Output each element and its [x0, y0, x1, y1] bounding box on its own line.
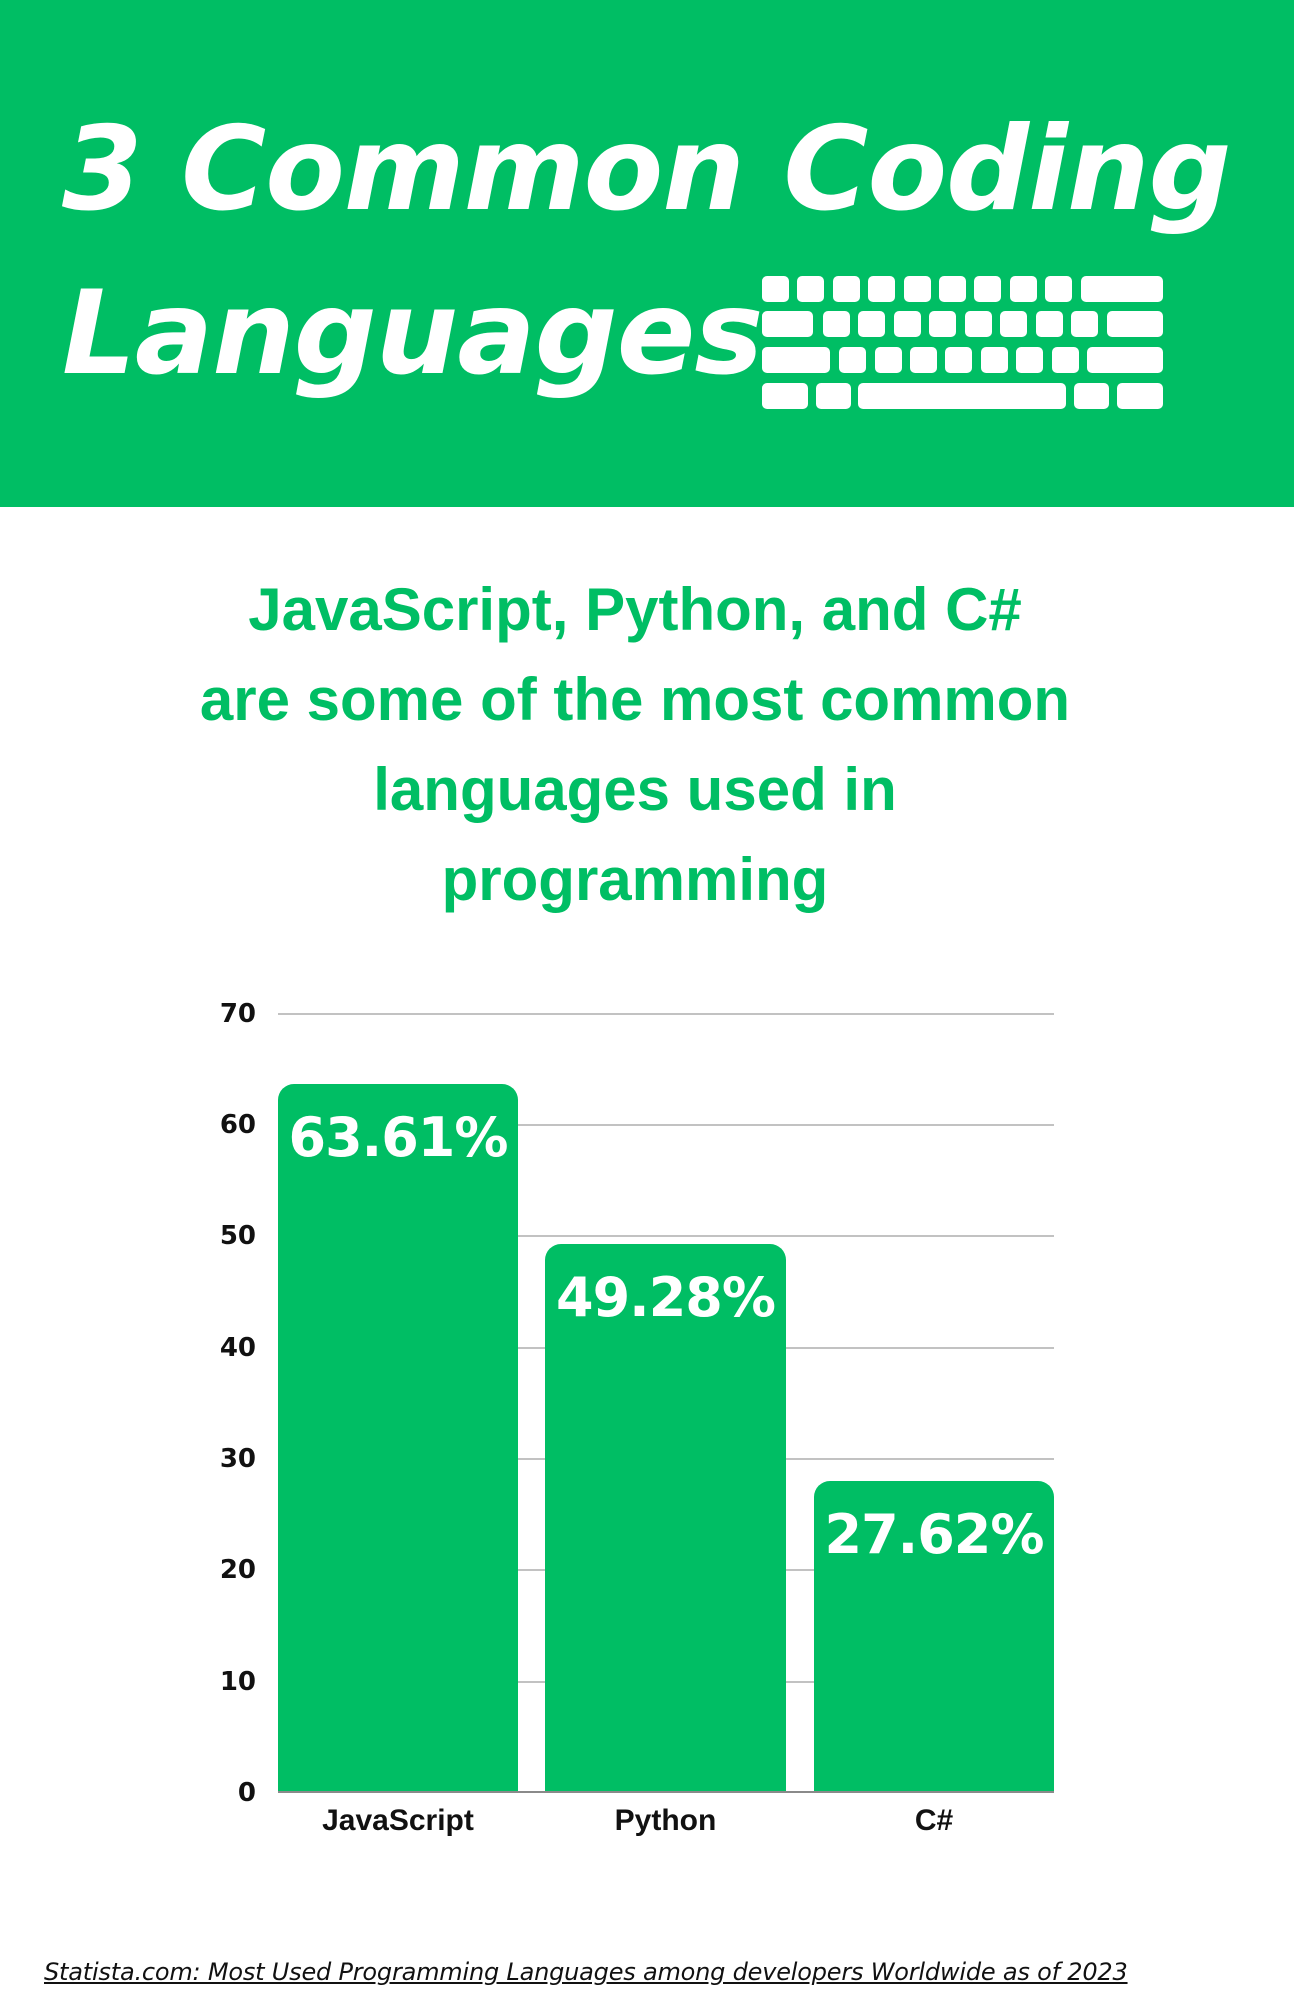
x-label-javascript: JavaScript: [322, 1804, 474, 1837]
source-citation-link[interactable]: Statista.com: Most Used Programming Lang…: [44, 1958, 1128, 1986]
y-tick-10: 10: [219, 1667, 256, 1697]
gridline-50: [278, 1235, 1054, 1237]
y-tick-20: 20: [219, 1555, 256, 1585]
page-title-line-1: 3 Common Coding: [62, 102, 1232, 237]
bar-csharp: 27.62%: [814, 1481, 1054, 1792]
subtitle-line-2: are some of the most common: [199, 666, 1071, 733]
y-tick-30: 30: [219, 1444, 256, 1474]
bar-python: 49.28%: [545, 1244, 786, 1792]
subtitle-line-3: languages used in: [373, 756, 897, 823]
y-tick-50: 50: [219, 1221, 256, 1251]
y-tick-70: 70: [219, 999, 256, 1029]
subtitle-line-1: JavaScript, Python, and C#: [248, 576, 1022, 643]
chart-subtitle: JavaScript, Python, and C# are some of t…: [0, 565, 1270, 925]
bar-value-label: 63.61%: [288, 1106, 509, 1169]
y-tick-60: 60: [219, 1110, 256, 1140]
x-axis-baseline: [278, 1791, 1054, 1793]
gridline-70: [278, 1013, 1054, 1015]
subtitle-line-4: programming: [441, 846, 829, 913]
y-tick-40: 40: [219, 1333, 256, 1363]
page-title-line-2: Languages: [62, 266, 763, 401]
gridline-60: [278, 1124, 1054, 1126]
x-label-python: Python: [614, 1804, 717, 1837]
bar-value-label: 49.28%: [556, 1266, 776, 1329]
bar-value-label: 27.62%: [824, 1503, 1045, 1566]
x-label-csharp: C#: [914, 1804, 954, 1837]
keyboard-icon: [762, 276, 1166, 414]
bar-javascript: 63.61%: [278, 1084, 518, 1792]
y-tick-0: 0: [237, 1778, 256, 1808]
header-banner: 3 Common Coding Languages: [0, 0, 1294, 507]
